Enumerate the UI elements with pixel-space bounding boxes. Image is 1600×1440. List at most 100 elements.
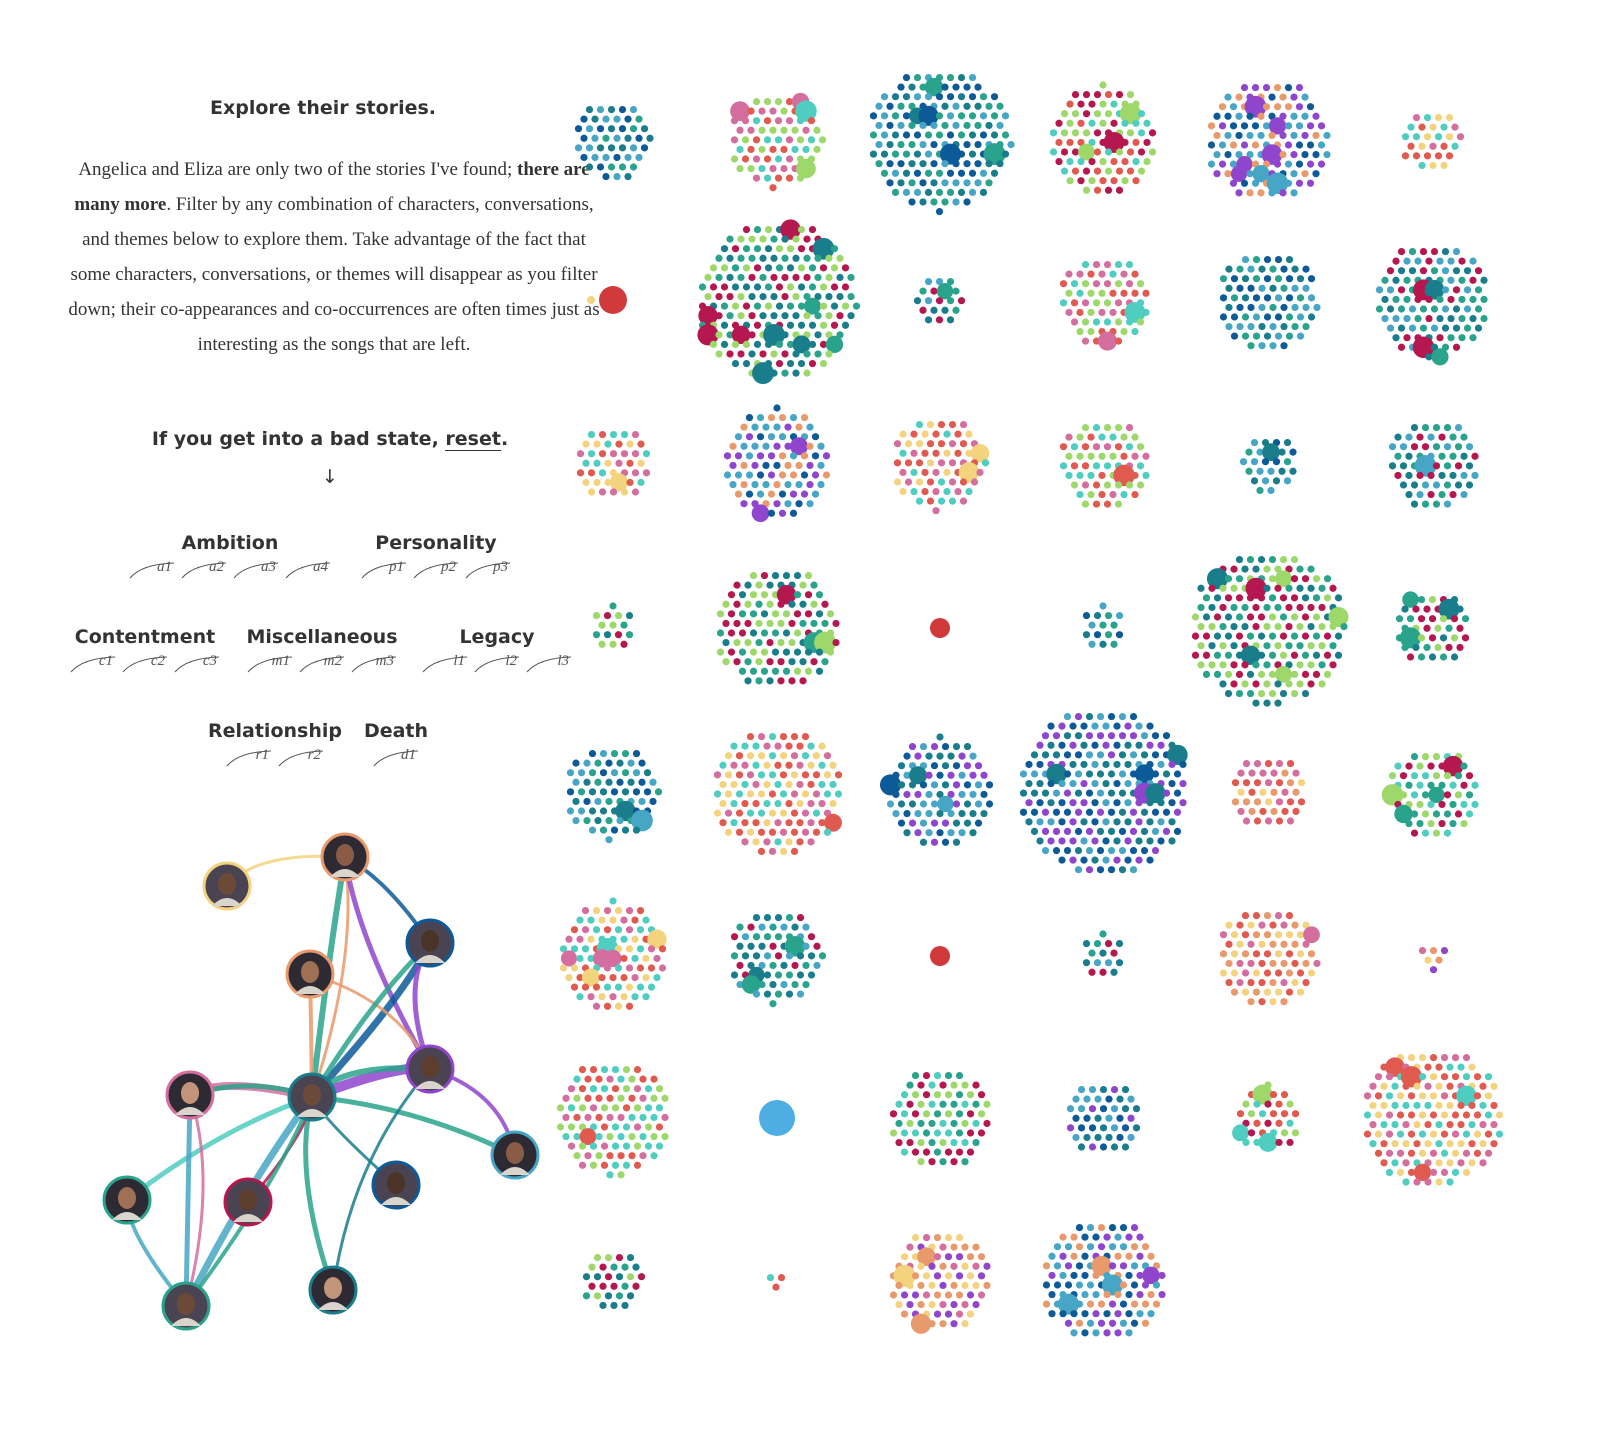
photo-ensemble-icon[interactable] — [202, 861, 252, 911]
theme-button-r1[interactable]: r1 — [225, 746, 273, 768]
song-dot — [869, 112, 878, 120]
theme-button-c3[interactable]: c3 — [173, 652, 221, 674]
song-cluster[interactable] — [1239, 438, 1297, 495]
photo-laurens-icon[interactable] — [490, 1130, 540, 1180]
song-cluster[interactable] — [1375, 247, 1488, 366]
song-dot — [1219, 313, 1228, 321]
song-cluster[interactable] — [913, 277, 966, 324]
song-cluster[interactable] — [879, 733, 994, 846]
song-dot — [933, 1310, 942, 1318]
song-cluster[interactable] — [730, 92, 827, 192]
song-cluster[interactable] — [697, 219, 861, 385]
song-cluster[interactable] — [930, 618, 950, 638]
theme-button-p3[interactable]: p3 — [464, 558, 512, 580]
theme-button-m3[interactable]: m3 — [350, 652, 398, 674]
song-cluster[interactable] — [556, 1065, 669, 1179]
song-cluster[interactable] — [582, 1253, 646, 1310]
song-cluster[interactable] — [1219, 255, 1321, 350]
theme-button-m2[interactable]: m2 — [298, 652, 346, 674]
song-cluster[interactable] — [1363, 1053, 1504, 1186]
song-cluster[interactable] — [566, 749, 663, 844]
theme-button-a3[interactable]: a3 — [232, 558, 280, 580]
photo-washington-icon[interactable] — [405, 918, 455, 968]
song-cluster[interactable] — [1042, 1223, 1166, 1337]
theme-button-a2[interactable]: a2 — [180, 558, 228, 580]
song-cluster[interactable] — [1059, 260, 1150, 351]
song-dot — [600, 1161, 609, 1169]
song-cluster[interactable] — [1019, 712, 1188, 874]
song-dot — [1484, 1149, 1493, 1157]
song-cluster[interactable] — [716, 571, 840, 685]
song-cluster[interactable] — [1082, 602, 1124, 648]
song-cluster[interactable] — [1082, 930, 1124, 976]
photo-lafayette-icon[interactable] — [308, 1265, 358, 1315]
song-cluster[interactable] — [1049, 81, 1157, 194]
song-cluster[interactable] — [766, 1273, 786, 1291]
song-cluster[interactable] — [1059, 423, 1150, 508]
photo-peggy-icon[interactable] — [371, 1160, 421, 1210]
song-dot — [1110, 968, 1118, 976]
song-cluster[interactable] — [576, 430, 651, 496]
song-cluster[interactable] — [713, 732, 843, 856]
song-cluster[interactable] — [730, 913, 827, 1008]
song-cluster[interactable] — [1207, 83, 1331, 197]
photo-eliza-icon[interactable] — [161, 1281, 211, 1331]
theme-button-p1[interactable]: p1 — [360, 558, 408, 580]
theme-button-l3[interactable]: l3 — [525, 652, 573, 674]
song-cluster[interactable] — [592, 602, 634, 648]
song-dot — [1463, 305, 1472, 313]
theme-button-c2[interactable]: c2 — [121, 652, 169, 674]
song-dot — [1449, 471, 1457, 480]
song-dot — [911, 1253, 920, 1261]
song-cluster[interactable] — [1401, 113, 1465, 170]
theme-button-a1[interactable]: a1 — [128, 558, 176, 580]
song-dot — [722, 638, 730, 647]
song-cluster[interactable] — [1418, 946, 1449, 974]
song-cluster[interactable] — [1191, 555, 1349, 707]
song-cluster[interactable] — [559, 897, 667, 1010]
theme-button-label: a1 — [157, 559, 172, 575]
theme-button-p2[interactable]: p2 — [412, 558, 460, 580]
song-cluster[interactable] — [723, 404, 831, 523]
song-cluster[interactable] — [759, 1100, 795, 1136]
song-dot — [936, 752, 944, 760]
theme-button-a4[interactable]: a4 — [284, 558, 332, 580]
photo-mulligan-icon[interactable] — [285, 949, 335, 999]
photo-madison-icon[interactable] — [102, 1175, 152, 1225]
photo-hamilton-icon[interactable] — [287, 1072, 337, 1122]
song-cluster[interactable] — [889, 1071, 991, 1166]
song-cluster[interactable] — [1231, 759, 1306, 825]
photo-jefferson-icon[interactable] — [405, 1044, 455, 1094]
song-cluster[interactable] — [587, 286, 627, 314]
song-dot — [996, 160, 1004, 168]
song-dot — [797, 321, 806, 329]
song-cluster[interactable] — [1395, 591, 1470, 661]
theme-button-m1[interactable]: m1 — [246, 652, 294, 674]
photo-philip-icon[interactable] — [223, 1177, 273, 1227]
song-dot — [1066, 100, 1074, 108]
photo-angelica-icon[interactable] — [165, 1070, 215, 1120]
song-dot — [767, 452, 776, 460]
song-cluster[interactable] — [1219, 911, 1321, 1006]
song-dot — [950, 1081, 958, 1089]
theme-button-c1[interactable]: c1 — [69, 652, 117, 674]
song-cluster[interactable] — [930, 946, 950, 966]
song-cluster[interactable] — [889, 1233, 991, 1334]
song-cluster[interactable] — [869, 73, 1015, 216]
song-cluster[interactable] — [893, 420, 990, 515]
photo-burr-icon[interactable] — [320, 832, 370, 882]
song-cluster[interactable] — [1232, 1081, 1300, 1152]
song-dot — [965, 487, 973, 496]
song-dot — [950, 1158, 958, 1166]
theme-button-r2[interactable]: r2 — [277, 746, 325, 768]
theme-button-d1[interactable]: d1 — [372, 746, 420, 768]
song-cluster[interactable] — [1388, 423, 1479, 508]
song-cluster[interactable] — [1066, 1085, 1141, 1151]
song-cluster[interactable] — [1381, 752, 1479, 837]
song-dot — [785, 990, 794, 998]
song-dot — [1307, 584, 1315, 592]
reset-link[interactable]: reset — [445, 428, 501, 451]
song-cluster[interactable] — [574, 105, 654, 181]
theme-button-l1[interactable]: l1 — [421, 652, 469, 674]
theme-button-l2[interactable]: l2 — [473, 652, 521, 674]
